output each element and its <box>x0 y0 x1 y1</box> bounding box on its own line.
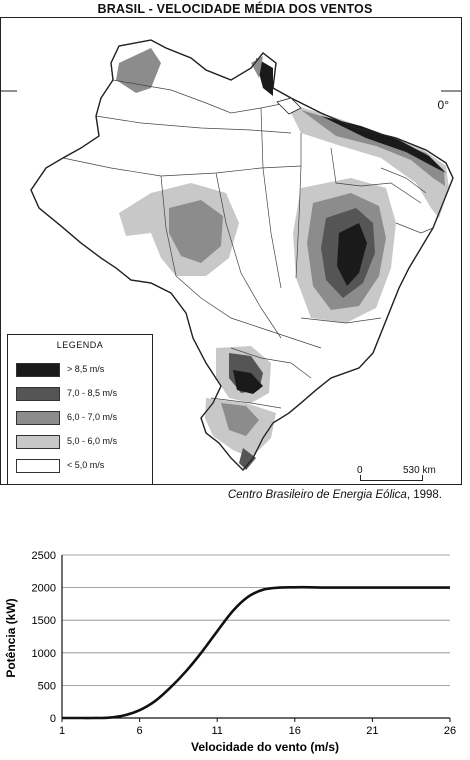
legend-label: < 5,0 m/s <box>67 460 105 470</box>
y-tick-label: 500 <box>38 680 56 692</box>
scale-bar <box>360 480 422 481</box>
equator-label: 0° <box>437 98 449 112</box>
legend-item: 7,0 - 8,5 m/s <box>16 387 146 401</box>
legend-title: LEGENDA <box>56 340 104 350</box>
legend-swatch <box>16 435 60 449</box>
y-tick-label: 1000 <box>32 648 56 660</box>
legend-swatch <box>16 411 60 425</box>
x-tick-label: 11 <box>211 725 222 737</box>
legend-swatch <box>16 363 60 377</box>
legend-label: 6,0 - 7,0 m/s <box>67 412 118 422</box>
y-tick-label: 2500 <box>32 550 56 562</box>
wind-zones <box>116 48 449 470</box>
legend-item: < 5,0 m/s <box>16 459 146 473</box>
chart-axes <box>61 555 450 719</box>
source-name: Centro Brasileiro de Energia Eólica <box>227 489 407 501</box>
x-tick-label: 26 <box>444 725 456 737</box>
x-axis-label: Velocidade do vento (m/s) <box>191 740 339 754</box>
y-tick-label: 0 <box>50 713 56 725</box>
scale-zero-label: 0 <box>357 465 363 476</box>
legend-swatch <box>16 387 60 401</box>
power-curve-line <box>62 585 450 720</box>
legend-item: > 8,5 m/s <box>16 363 146 377</box>
y-tick-label: 2000 <box>32 583 56 595</box>
map-scale: 0 530 km <box>356 458 446 484</box>
x-tick-label: 6 <box>137 725 143 737</box>
legend-swatch <box>16 459 60 473</box>
legend-item: 6,0 - 7,0 m/s <box>16 411 146 425</box>
y-tick-label: 1500 <box>32 615 56 627</box>
x-tick-label: 21 <box>366 725 378 737</box>
legend-label: > 8,5 m/s <box>67 364 105 374</box>
source-year: , 1998. <box>406 489 442 501</box>
y-axis-label: Potência (kW) <box>4 598 18 677</box>
wind-speed-map: 0° LEGENDA > 8,5 m/s 7,0 - 8,5 m/s 6,0 -… <box>0 17 462 485</box>
legend-label: 7,0 - 8,5 m/s <box>67 388 118 398</box>
scale-distance-label: 530 km <box>403 465 436 476</box>
legend-label: 5,0 - 6,0 m/s <box>67 436 118 446</box>
brazil-map-drawing <box>1 39 461 471</box>
x-tick-label: 16 <box>289 725 301 737</box>
state-borders <box>62 79 434 409</box>
x-tick-label: 1 <box>59 725 65 737</box>
map-legend: LEGENDA > 8,5 m/s 7,0 - 8,5 m/s 6,0 - 7,… <box>7 334 153 484</box>
chart-grid <box>62 554 450 686</box>
scale-tick <box>422 475 423 481</box>
scale-tick <box>360 475 361 481</box>
map-source: Centro Brasileiro de Energia Eólica, 199… <box>228 489 442 501</box>
map-title: BRASIL - VELOCIDADE MÉDIA DOS VENTOS <box>97 2 373 16</box>
legend-item: 5,0 - 6,0 m/s <box>16 435 146 449</box>
